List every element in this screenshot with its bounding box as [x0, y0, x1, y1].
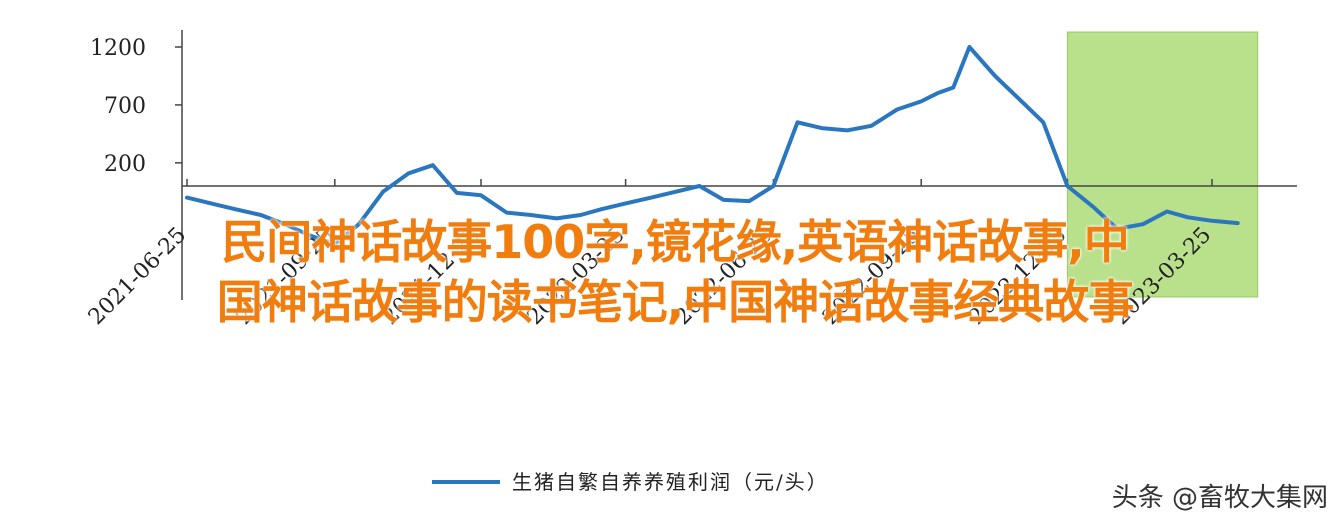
y-axis-ticks: 1200 700 200 [90, 36, 182, 177]
legend-label: 生猪自繁自养养殖利润（元/头） [512, 470, 829, 494]
overlay-title-line-1: 民间神话故事100字,镜花缘,英语神话故事,中 [221, 215, 1129, 269]
axes [181, 30, 1297, 300]
series-line [185, 45, 1240, 246]
shaded-region-rect [1066, 31, 1259, 298]
y-tick-label: 200 [104, 152, 146, 177]
y-tick-label: 700 [104, 94, 146, 119]
overlay-title: 民间神话故事100字,镜花缘,英语神话故事,中 国神话故事的读书笔记,中国神话故… [20, 212, 1330, 332]
y-tick-label: 1200 [90, 36, 146, 61]
watermark: 头条 @畜牧大集网 [1111, 483, 1328, 513]
legend: 生猪自繁自养养殖利润（元/头） [432, 470, 829, 494]
series-lines [185, 45, 1240, 246]
shaded-forecast-region [1066, 31, 1259, 298]
overlay-title-line-2: 国神话故事的读书笔记,中国神话故事经典故事 [216, 275, 1134, 329]
